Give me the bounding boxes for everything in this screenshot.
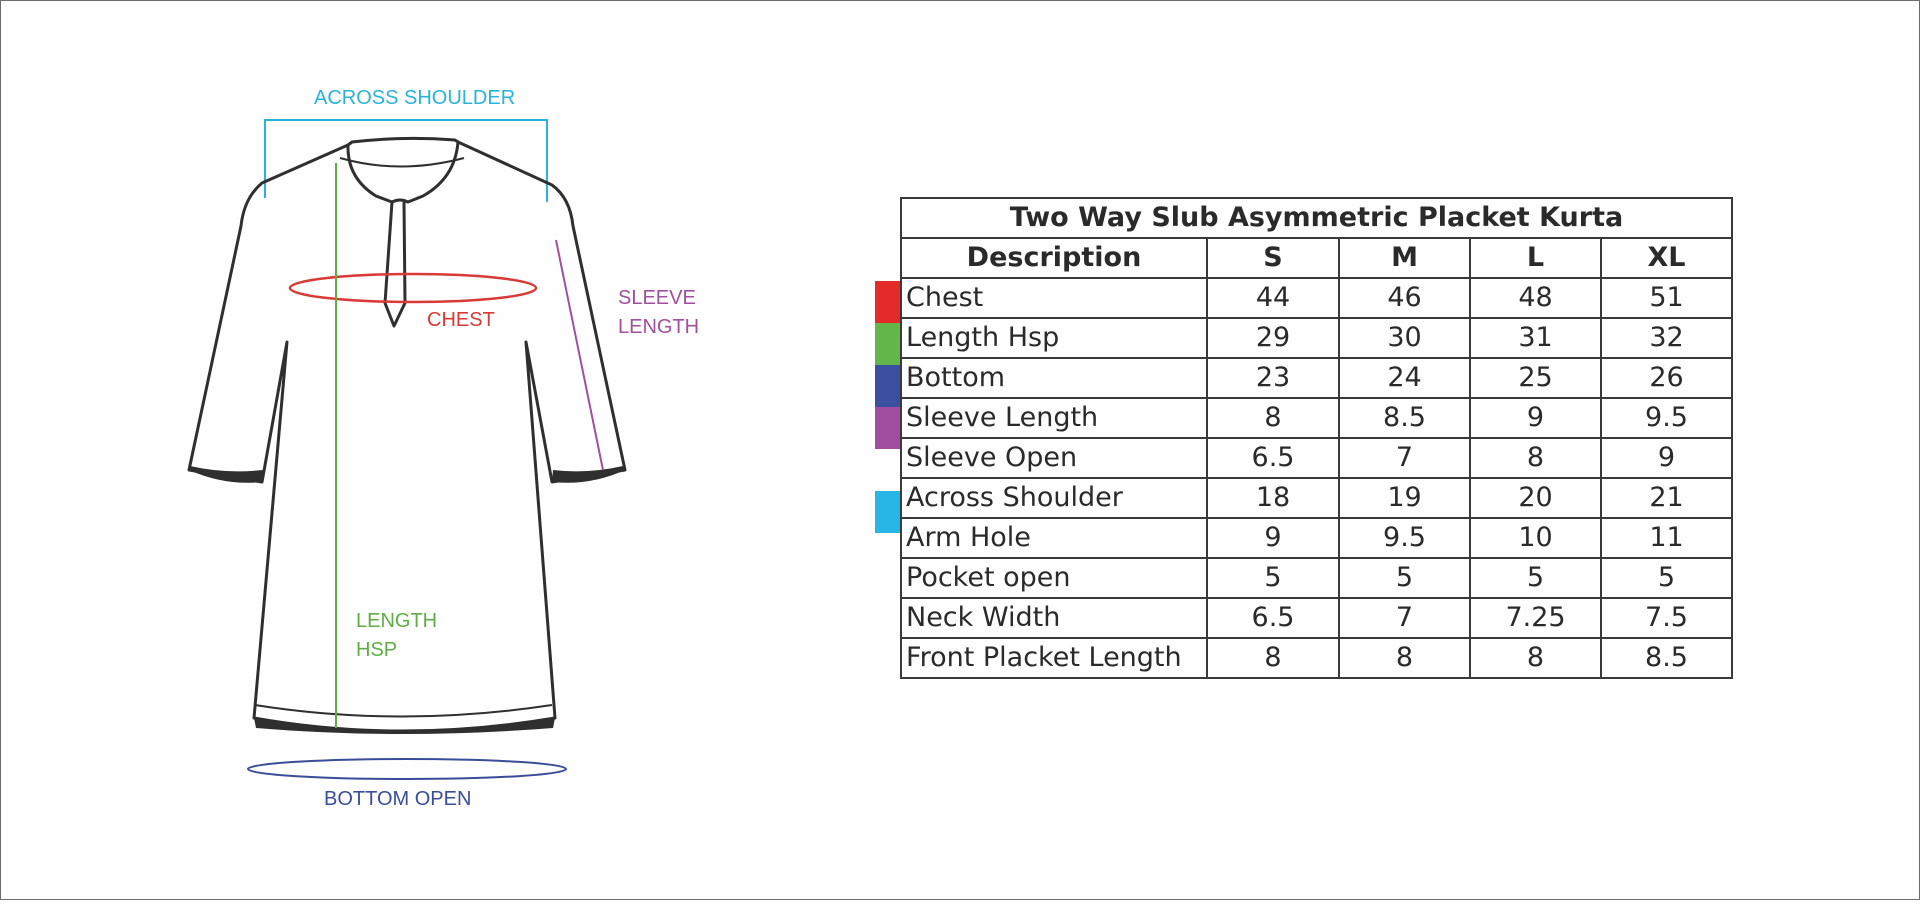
header-description: Description [900, 237, 1208, 279]
chest-ellipse [288, 272, 538, 304]
value-size-s: 9 [1206, 517, 1340, 559]
table-header-row: Description S M L XL [900, 237, 1733, 279]
value-size-s: 23 [1206, 357, 1340, 399]
table-row: Across Shoulder 18 19 20 21 [900, 477, 1733, 519]
value-size-m: 46 [1338, 277, 1471, 319]
value-size-m: 7 [1338, 597, 1471, 639]
value-size-s: 8 [1206, 397, 1340, 439]
bottom-open-ellipse [247, 758, 567, 780]
table-row: Sleeve Open 6.5 7 8 9 [900, 437, 1733, 479]
table-row: Bottom 23 24 25 26 [900, 357, 1733, 399]
value-size-s: 8 [1206, 637, 1340, 679]
value-size-xl: 26 [1600, 357, 1733, 399]
color-marker [875, 491, 900, 533]
sleeve-length-label-line-1: SLEEVE [618, 287, 696, 309]
table-title: Two Way Slub Asymmetric Placket Kurta [900, 197, 1733, 239]
value-size-s: 18 [1206, 477, 1340, 519]
color-marker [875, 281, 900, 323]
value-size-xl: 5 [1600, 557, 1733, 599]
value-size-m: 8 [1338, 637, 1471, 679]
value-size-m: 8.5 [1338, 397, 1471, 439]
kurta-measurement-diagram: ACROSS SHOULDER CHEST SLEEVE LENGTH LENG… [0, 0, 900, 900]
value-size-xl: 21 [1600, 477, 1733, 519]
value-size-l: 31 [1469, 317, 1602, 359]
value-size-l: 25 [1469, 357, 1602, 399]
header-size-m: M [1338, 237, 1471, 279]
across-shoulder-line [264, 119, 548, 202]
length-hsp-label: LENGTH HSP [356, 607, 437, 665]
value-size-m: 9.5 [1338, 517, 1471, 559]
value-size-l: 5 [1469, 557, 1602, 599]
hem-band [254, 718, 555, 734]
table-row: Neck Width 6.5 7 7.25 7.5 [900, 597, 1733, 639]
value-size-xl: 11 [1600, 517, 1733, 559]
sleeve-length-label: SLEEVE LENGTH [618, 284, 699, 342]
value-size-s: 5 [1206, 557, 1340, 599]
chest-label: CHEST [427, 309, 495, 331]
color-marker [875, 323, 900, 365]
value-size-xl: 7.5 [1600, 597, 1733, 639]
row-description: Bottom [900, 357, 1208, 399]
row-description: Length Hsp [900, 317, 1208, 359]
value-size-s: 6.5 [1206, 437, 1340, 479]
value-size-s: 44 [1206, 277, 1340, 319]
value-size-m: 30 [1338, 317, 1471, 359]
table-row: Length Hsp 29 30 31 32 [900, 317, 1733, 359]
value-size-l: 48 [1469, 277, 1602, 319]
value-size-m: 5 [1338, 557, 1471, 599]
value-size-l: 20 [1469, 477, 1602, 519]
kurta-illustration [187, 119, 627, 780]
table-body: Chest 44 46 48 51 Length Hsp 29 30 31 32 Bottom 23 2… [900, 277, 1733, 679]
size-chart-table: Two Way Slub Asymmetric Placket Kurta De… [900, 197, 1733, 679]
row-description: Front Placket Length [900, 637, 1208, 679]
table-row: Pocket open 5 5 5 5 [900, 557, 1733, 599]
right-cuff [552, 466, 625, 483]
table-row: Sleeve Length 8 8.5 9 9.5 [900, 397, 1733, 439]
row-description: Sleeve Open [900, 437, 1208, 479]
value-size-l: 7.25 [1469, 597, 1602, 639]
bottom-open-label: BOTTOM OPEN [324, 788, 472, 810]
left-cuff [189, 466, 263, 483]
header-size-l: L [1469, 237, 1602, 279]
value-size-xl: 8.5 [1600, 637, 1733, 679]
value-size-m: 24 [1338, 357, 1471, 399]
across-shoulder-label: ACROSS SHOULDER [314, 87, 516, 109]
value-size-s: 6.5 [1206, 597, 1340, 639]
row-description: Arm Hole [900, 517, 1208, 559]
table-row: Arm Hole 9 9.5 10 11 [900, 517, 1733, 559]
value-size-l: 8 [1469, 637, 1602, 679]
value-size-xl: 9 [1600, 437, 1733, 479]
value-size-xl: 9.5 [1600, 397, 1733, 439]
value-size-xl: 51 [1600, 277, 1733, 319]
row-description: Neck Width [900, 597, 1208, 639]
sleeve-length-line [555, 239, 604, 471]
value-size-l: 9 [1469, 397, 1602, 439]
length-hsp-label-line-1: LENGTH [356, 610, 438, 632]
value-size-l: 8 [1469, 437, 1602, 479]
value-size-xl: 32 [1600, 317, 1733, 359]
sleeve-length-label-line-2: LENGTH [618, 316, 700, 338]
table-row: Front Placket Length 8 8 8 8.5 [900, 637, 1733, 679]
color-marker [875, 365, 900, 407]
row-description: Pocket open [900, 557, 1208, 599]
value-size-m: 7 [1338, 437, 1471, 479]
table-title-row: Two Way Slub Asymmetric Placket Kurta [900, 197, 1733, 239]
color-marker [875, 407, 900, 449]
header-size-s: S [1206, 237, 1340, 279]
row-description: Across Shoulder [900, 477, 1208, 519]
value-size-m: 19 [1338, 477, 1471, 519]
row-description: Sleeve Length [900, 397, 1208, 439]
value-size-l: 10 [1469, 517, 1602, 559]
header-size-xl: XL [1600, 237, 1733, 279]
value-size-s: 29 [1206, 317, 1340, 359]
length-hsp-label-line-2: HSP [356, 639, 398, 661]
table-row: Chest 44 46 48 51 [900, 277, 1733, 319]
row-description: Chest [900, 277, 1208, 319]
